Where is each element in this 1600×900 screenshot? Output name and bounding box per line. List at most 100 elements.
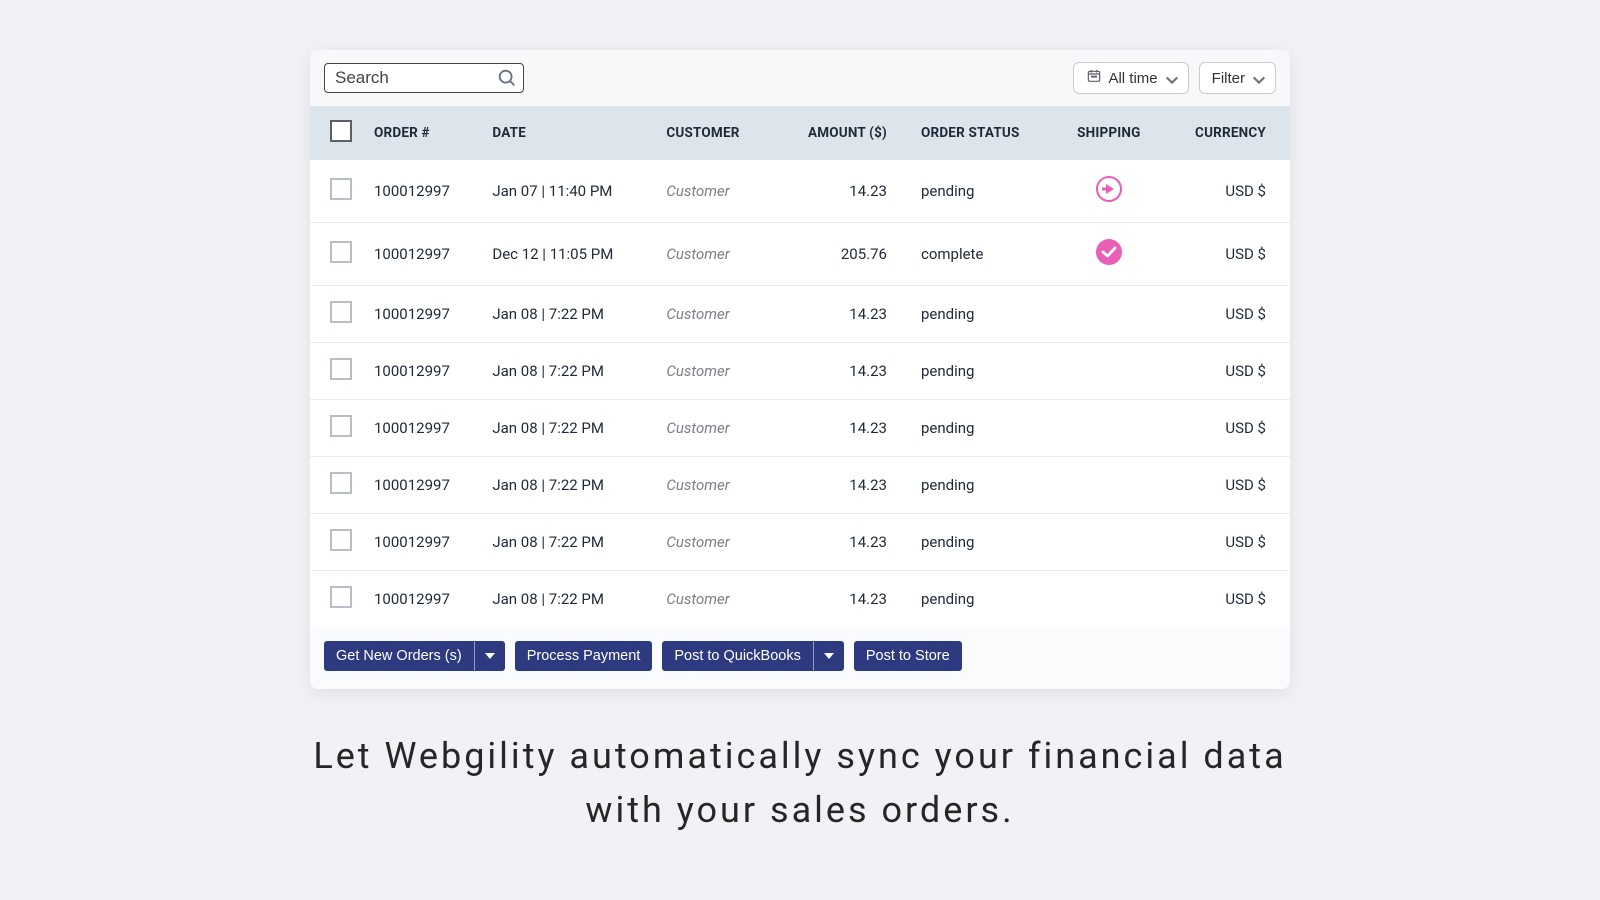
row-checkbox[interactable] (330, 241, 352, 263)
cell-shipping (1057, 571, 1160, 628)
cell-status: pending (911, 571, 1057, 628)
cell-amount: 14.23 (771, 286, 911, 343)
cell-shipping (1057, 457, 1160, 514)
cell-status: pending (911, 286, 1057, 343)
search-input[interactable] (324, 63, 524, 93)
cell-date: Jan 08 | 7:22 PM (482, 457, 656, 514)
cell-currency: USD $ (1160, 343, 1290, 400)
cell-order: 100012997 (364, 514, 482, 571)
cell-amount: 14.23 (771, 400, 911, 457)
cell-customer: Customer (656, 514, 771, 571)
shipping-pending-icon (1095, 175, 1123, 203)
post-quickbooks-dropdown[interactable] (813, 641, 844, 671)
row-checkbox[interactable] (330, 529, 352, 551)
cell-currency: USD $ (1160, 160, 1290, 223)
post-store-button[interactable]: Post to Store (854, 641, 962, 671)
table-row[interactable]: 100012997Jan 08 | 7:22 PMCustomer14.23pe… (310, 286, 1290, 343)
shipping-complete-icon (1095, 238, 1123, 266)
select-all-checkbox[interactable] (330, 120, 352, 142)
process-payment-button[interactable]: Process Payment (515, 641, 653, 671)
get-new-orders-dropdown[interactable] (474, 641, 505, 671)
cell-date: Jan 08 | 7:22 PM (482, 286, 656, 343)
cell-currency: USD $ (1160, 400, 1290, 457)
cell-currency: USD $ (1160, 571, 1290, 628)
row-checkbox[interactable] (330, 415, 352, 437)
cell-status: pending (911, 457, 1057, 514)
post-quickbooks-button[interactable]: Post to QuickBooks (662, 641, 844, 671)
table-row[interactable]: 100012997Jan 08 | 7:22 PMCustomer14.23pe… (310, 400, 1290, 457)
post-store-label: Post to Store (854, 648, 962, 664)
actions-bar: Get New Orders (s) Process Payment Post … (310, 627, 1290, 689)
filter-label: Filter (1212, 70, 1245, 87)
cell-customer: Customer (656, 286, 771, 343)
col-date[interactable]: DATE (482, 106, 656, 160)
get-new-orders-button[interactable]: Get New Orders (s) (324, 641, 505, 671)
cell-customer: Customer (656, 223, 771, 286)
cell-status: pending (911, 160, 1057, 223)
cell-status: pending (911, 514, 1057, 571)
cell-customer: Customer (656, 457, 771, 514)
row-checkbox[interactable] (330, 586, 352, 608)
row-checkbox[interactable] (330, 178, 352, 200)
cell-shipping (1057, 160, 1160, 223)
col-order[interactable]: ORDER # (364, 106, 482, 160)
time-filter-button[interactable]: All time (1073, 62, 1188, 94)
orders-table: ORDER # DATE CUSTOMER AMOUNT ($) ORDER S… (310, 106, 1290, 627)
search-wrap (324, 63, 524, 93)
cell-amount: 14.23 (771, 571, 911, 628)
post-quickbooks-label: Post to QuickBooks (662, 648, 813, 664)
cell-shipping (1057, 514, 1160, 571)
table-header-row: ORDER # DATE CUSTOMER AMOUNT ($) ORDER S… (310, 106, 1290, 160)
cell-amount: 14.23 (771, 160, 911, 223)
col-amount[interactable]: AMOUNT ($) (771, 106, 911, 160)
cell-order: 100012997 (364, 400, 482, 457)
table-row[interactable]: 100012997Jan 08 | 7:22 PMCustomer14.23pe… (310, 457, 1290, 514)
filter-button[interactable]: Filter (1199, 62, 1276, 94)
cell-customer: Customer (656, 343, 771, 400)
row-checkbox[interactable] (330, 301, 352, 323)
cell-shipping (1057, 223, 1160, 286)
cell-order: 100012997 (364, 160, 482, 223)
col-shipping[interactable]: SHIPPING (1057, 106, 1160, 160)
cell-amount: 14.23 (771, 457, 911, 514)
cell-date: Jan 08 | 7:22 PM (482, 343, 656, 400)
cell-customer: Customer (656, 571, 771, 628)
table-row[interactable]: 100012997Jan 08 | 7:22 PMCustomer14.23pe… (310, 571, 1290, 628)
cell-status: pending (911, 400, 1057, 457)
col-currency[interactable]: CURRENCY (1160, 106, 1290, 160)
cell-date: Jan 08 | 7:22 PM (482, 514, 656, 571)
cell-customer: Customer (656, 160, 771, 223)
toolbar: All time Filter (310, 50, 1290, 106)
cell-currency: USD $ (1160, 286, 1290, 343)
cell-amount: 205.76 (771, 223, 911, 286)
cell-status: complete (911, 223, 1057, 286)
table-row[interactable]: 100012997Jan 08 | 7:22 PMCustomer14.23pe… (310, 343, 1290, 400)
cell-currency: USD $ (1160, 223, 1290, 286)
cell-status: pending (911, 343, 1057, 400)
table-row[interactable]: 100012997Jan 08 | 7:22 PMCustomer14.23pe… (310, 514, 1290, 571)
tagline: Let Webgility automatically sync your fi… (300, 729, 1300, 837)
cell-order: 100012997 (364, 223, 482, 286)
chevron-down-icon (1164, 72, 1176, 84)
cell-shipping (1057, 286, 1160, 343)
col-customer[interactable]: CUSTOMER (656, 106, 771, 160)
process-payment-label: Process Payment (515, 648, 653, 664)
cell-date: Jan 08 | 7:22 PM (482, 400, 656, 457)
col-status[interactable]: ORDER STATUS (911, 106, 1057, 160)
cell-customer: Customer (656, 400, 771, 457)
chevron-down-icon (1251, 72, 1263, 84)
cell-currency: USD $ (1160, 514, 1290, 571)
time-filter-label: All time (1108, 70, 1157, 87)
calendar-icon (1086, 68, 1102, 88)
get-new-orders-label: Get New Orders (s) (324, 648, 474, 664)
row-checkbox[interactable] (330, 358, 352, 380)
cell-amount: 14.23 (771, 514, 911, 571)
table-row[interactable]: 100012997Jan 07 | 11:40 PMCustomer14.23p… (310, 160, 1290, 223)
cell-amount: 14.23 (771, 343, 911, 400)
cell-order: 100012997 (364, 286, 482, 343)
cell-order: 100012997 (364, 571, 482, 628)
row-checkbox[interactable] (330, 472, 352, 494)
cell-shipping (1057, 343, 1160, 400)
cell-currency: USD $ (1160, 457, 1290, 514)
table-row[interactable]: 100012997Dec 12 | 11:05 PMCustomer205.76… (310, 223, 1290, 286)
